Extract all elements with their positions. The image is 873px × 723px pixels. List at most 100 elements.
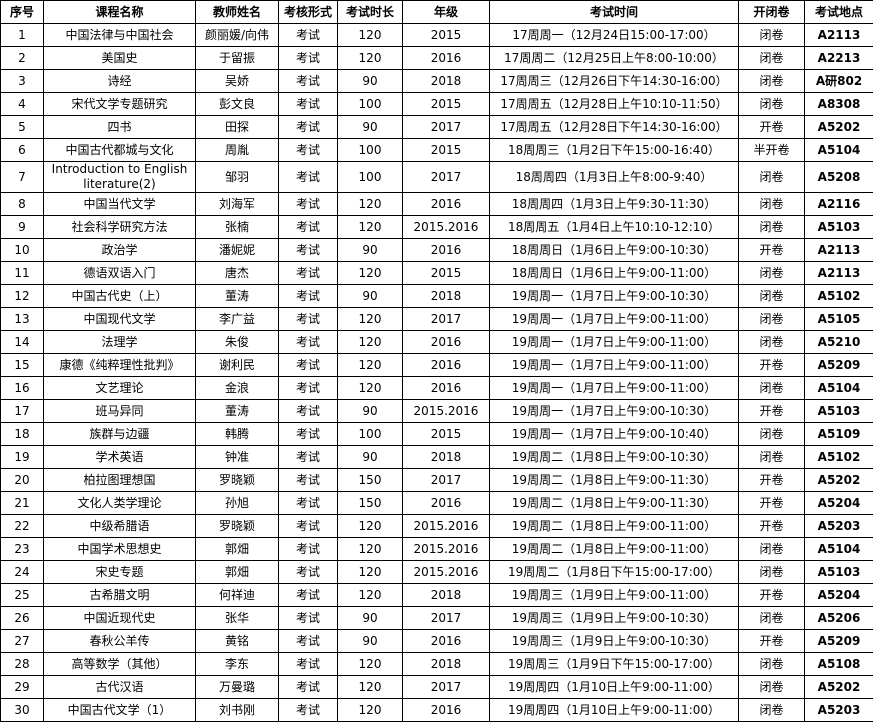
cell-exam-time: 18周周五（1月4日上午10:10-12:10） (489, 215, 739, 239)
cell-assessment-form: 考试 (278, 514, 338, 538)
cell-index: 21 (0, 491, 44, 515)
cell-exam-time: 19周周二（1月8日上午9:00-10:30） (489, 445, 739, 469)
cell-course-name: 中国现代文学 (43, 307, 196, 331)
cell-teacher-name: 郭畑 (195, 537, 279, 561)
cell-teacher-name: 钟准 (195, 445, 279, 469)
cell-teacher-name: 董涛 (195, 399, 279, 423)
cell-index: 10 (0, 238, 44, 262)
cell-exam-location: A5202 (804, 468, 873, 492)
cell-open-closed-book: 闭卷 (738, 675, 805, 699)
cell-teacher-name: 刘书刚 (195, 698, 279, 722)
cell-course-name: 班马异同 (43, 399, 196, 423)
cell-index: 24 (0, 560, 44, 584)
cell-open-closed-book: 闭卷 (738, 215, 805, 239)
cell-assessment-form: 考试 (278, 629, 338, 653)
table-row: 23 中国学术思想史 郭畑 考试 120 2015.2016 19周周二（1月8日上午9:0… (0, 537, 873, 561)
cell-open-closed-book: 闭卷 (738, 261, 805, 285)
cell-exam-location: A5203 (804, 514, 873, 538)
cell-assessment-form: 考试 (278, 491, 338, 515)
table-row: 19 学术英语 钟准 考试 90 2018 19周周二（1月8日上午9:00-10:30）闭… (0, 445, 873, 469)
cell-index: 13 (0, 307, 44, 331)
cell-grade-year: 2017 (402, 115, 490, 139)
cell-exam-duration: 120 (337, 215, 403, 239)
cell-course-name: 学术英语 (43, 445, 196, 469)
cell-exam-location: A5109 (804, 422, 873, 446)
cell-index: 20 (0, 468, 44, 492)
cell-open-closed-book: 开卷 (738, 238, 805, 262)
cell-teacher-name: 谢利民 (195, 353, 279, 377)
column-header-grade-year: 年级 (402, 0, 490, 24)
cell-course-name: Introduction to English literature(2) (43, 161, 196, 193)
cell-exam-time: 19周周一（1月7日上午9:00-10:40） (489, 422, 739, 446)
cell-assessment-form: 考试 (278, 353, 338, 377)
cell-assessment-form: 考试 (278, 23, 338, 47)
cell-grade-year: 2015.2016 (402, 399, 490, 423)
cell-open-closed-book: 开卷 (738, 514, 805, 538)
cell-exam-time: 19周周一（1月7日上午9:00-10:30） (489, 284, 739, 308)
cell-assessment-form: 考试 (278, 215, 338, 239)
cell-course-name: 中国古代文学（1） (43, 698, 196, 722)
cell-open-closed-book: 闭卷 (738, 69, 805, 93)
cell-teacher-name: 何祥迪 (195, 583, 279, 607)
cell-exam-location: A5210 (804, 330, 873, 354)
cell-course-name: 法理学 (43, 330, 196, 354)
cell-exam-duration: 90 (337, 399, 403, 423)
table-row: 5 四书 田探 考试 90 2017 17周周五（12月28日下午14:30-16:00）开… (0, 115, 873, 139)
cell-index: 22 (0, 514, 44, 538)
cell-grade-year: 2015.2016 (402, 537, 490, 561)
cell-assessment-form: 考试 (278, 330, 338, 354)
cell-open-closed-book: 闭卷 (738, 92, 805, 116)
cell-index: 18 (0, 422, 44, 446)
cell-exam-duration: 120 (337, 353, 403, 377)
cell-exam-location: A5204 (804, 583, 873, 607)
cell-index: 26 (0, 606, 44, 630)
cell-exam-duration: 100 (337, 161, 403, 193)
cell-exam-duration: 120 (337, 652, 403, 676)
cell-exam-duration: 90 (337, 445, 403, 469)
cell-teacher-name: 吴娇 (195, 69, 279, 93)
cell-course-name: 中国法律与中国社会 (43, 23, 196, 47)
cell-index: 1 (0, 23, 44, 47)
cell-assessment-form: 考试 (278, 560, 338, 584)
cell-teacher-name: 张华 (195, 606, 279, 630)
cell-exam-time: 17周周三（12月26日下午14:30-16:00） (489, 69, 739, 93)
cell-teacher-name: 金浪 (195, 376, 279, 400)
cell-teacher-name: 董涛 (195, 284, 279, 308)
cell-exam-time: 18周周四（1月3日上午9:30-11:30） (489, 192, 739, 216)
cell-teacher-name: 韩腾 (195, 422, 279, 446)
cell-exam-duration: 90 (337, 238, 403, 262)
cell-open-closed-book: 闭卷 (738, 46, 805, 70)
cell-exam-duration: 90 (337, 606, 403, 630)
cell-exam-location: A5202 (804, 675, 873, 699)
cell-assessment-form: 考试 (278, 284, 338, 308)
cell-index: 30 (0, 698, 44, 722)
cell-exam-time: 19周周四（1月10日上午9:00-11:00） (489, 675, 739, 699)
cell-course-name: 高等数学（其他） (43, 652, 196, 676)
cell-assessment-form: 考试 (278, 537, 338, 561)
cell-exam-duration: 100 (337, 422, 403, 446)
cell-exam-location: A5104 (804, 537, 873, 561)
cell-exam-location: A5104 (804, 376, 873, 400)
cell-exam-time: 19周周一（1月7日上午9:00-10:30） (489, 399, 739, 423)
cell-assessment-form: 考试 (278, 138, 338, 162)
cell-exam-location: A研802 (804, 69, 873, 93)
cell-exam-duration: 90 (337, 69, 403, 93)
cell-exam-time: 19周周三（1月9日上午9:00-10:30） (489, 629, 739, 653)
cell-teacher-name: 潘妮妮 (195, 238, 279, 262)
cell-index: 16 (0, 376, 44, 400)
cell-open-closed-book: 开卷 (738, 583, 805, 607)
cell-index: 27 (0, 629, 44, 653)
cell-course-name: 中级希腊语 (43, 514, 196, 538)
cell-grade-year: 2017 (402, 606, 490, 630)
cell-grade-year: 2018 (402, 583, 490, 607)
cell-grade-year: 2018 (402, 69, 490, 93)
cell-grade-year: 2015.2016 (402, 560, 490, 584)
table-row: 3 诗经 吴娇 考试 90 2018 17周周三（12月26日下午14:30-16:00）闭… (0, 69, 873, 93)
column-header-exam-location: 考试地点 (804, 0, 873, 24)
cell-grade-year: 2015.2016 (402, 514, 490, 538)
cell-course-name: 宋史专题 (43, 560, 196, 584)
table-row: 14 法理学 朱俊 考试 120 2016 19周周一（1月7日上午9:00-11:00）闭… (0, 330, 873, 354)
cell-course-name: 社会科学研究方法 (43, 215, 196, 239)
cell-teacher-name: 李广益 (195, 307, 279, 331)
cell-open-closed-book: 闭卷 (738, 698, 805, 722)
